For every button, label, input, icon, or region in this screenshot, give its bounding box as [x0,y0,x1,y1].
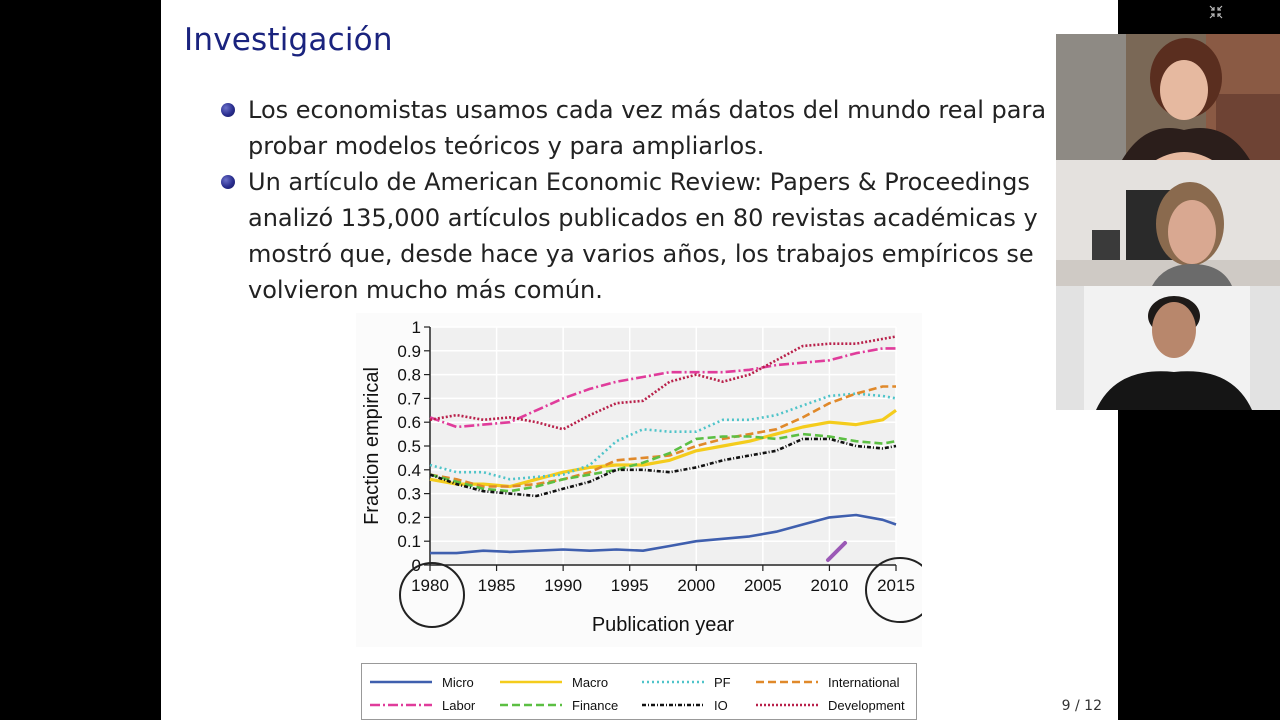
annotation-circle [399,562,465,628]
legend-item-international: International [756,675,900,690]
x-tick-label: 2015 [877,576,915,595]
x-tick-label: 2000 [677,576,715,595]
x-tick-label: 1980 [411,576,449,595]
y-tick-label: 0.6 [397,413,421,432]
bullet-list: Los economistas usamos cada vez más dato… [221,92,1071,308]
legend-graphic: Micro Macro PF International Labor Finance IO D… [370,675,905,713]
legend-item-labor: Labor [370,698,476,713]
x-tick-label: 1995 [611,576,649,595]
y-tick-label: 0.8 [397,366,421,385]
series-line-development [429,335,897,431]
legend-item-io: IO [642,698,728,713]
participant-2-avatar [1056,160,1280,286]
bullet-text: Un artículo de American Economic Review:… [248,168,1038,304]
legend-label: Micro [442,675,474,690]
chart-container: 0 0.1 0.2 0.3 0.4 0.5 0.6 0.7 0.8 0.9 1 1980 1985 199… [356,313,935,647]
participant-1-avatar [1056,34,1280,160]
legend-item-macro: Macro [500,675,608,690]
legend-label: Finance [572,698,618,713]
y-tick-label: 0.4 [397,461,421,480]
y-tick-label: 0 [412,556,421,575]
y-tick-label: 0.7 [397,389,421,408]
y-axis-label: Fraction empirical [361,367,383,525]
bullet-text: Los economistas usamos cada vez más dato… [248,96,1047,160]
series-line-micro [430,513,897,555]
legend-label: PF [714,675,731,690]
pen-cursor-icon [826,541,847,562]
participant-video-1[interactable] [1056,34,1280,160]
y-tick-label: 0.5 [397,437,421,456]
y-tick-label: 0.1 [397,532,421,551]
participant-video-2[interactable] [1056,160,1280,286]
minimize-icon[interactable] [1209,5,1223,19]
y-tick-label: 1 [412,318,421,337]
y-tick-label: 0.2 [397,508,421,527]
series-line-labor [429,347,896,429]
y-tick-label: 0.3 [397,485,421,504]
series-line-finance [429,432,897,493]
x-tick-label: 1990 [544,576,582,595]
x-tick-label: 2010 [811,576,849,595]
bullet-item: Un artículo de American Economic Review:… [221,164,1071,308]
legend-label: Macro [572,675,608,690]
legend-item-pf: PF [642,675,731,690]
legend-label: Labor [442,698,476,713]
line-chart: 0 0.1 0.2 0.3 0.4 0.5 0.6 0.7 0.8 0.9 1 1980 1985 199… [361,318,935,636]
series-line-macro [429,408,897,489]
legend-label: International [828,675,900,690]
chart-legend: Micro Macro PF International Labor Finance IO D… [361,663,917,720]
x-tick-label: 2005 [744,576,782,595]
series-line-io [429,437,897,498]
legend-item-finance: Finance [500,698,618,713]
bullet-dot-icon [221,175,235,189]
slide-title: Investigación [184,22,393,58]
presentation-slide: Investigación Los economistas usamos cad… [161,0,1118,720]
series-line-international [429,385,896,488]
y-tick-label: 0.9 [397,342,421,361]
x-axis-label: Publication year [592,614,735,636]
bullet-dot-icon [221,103,235,117]
legend-label: IO [714,698,728,713]
series-line-pf [429,392,897,481]
participant-video-3[interactable] [1056,286,1280,410]
participant-3-avatar [1056,286,1280,410]
legend-label: Development [828,698,905,713]
x-tick-label: 1985 [478,576,516,595]
legend-item-micro: Micro [370,675,474,690]
bullet-item: Los economistas usamos cada vez más dato… [221,92,1071,164]
legend-item-development: Development [756,698,905,713]
page-number: 9 / 12 [1061,698,1102,714]
